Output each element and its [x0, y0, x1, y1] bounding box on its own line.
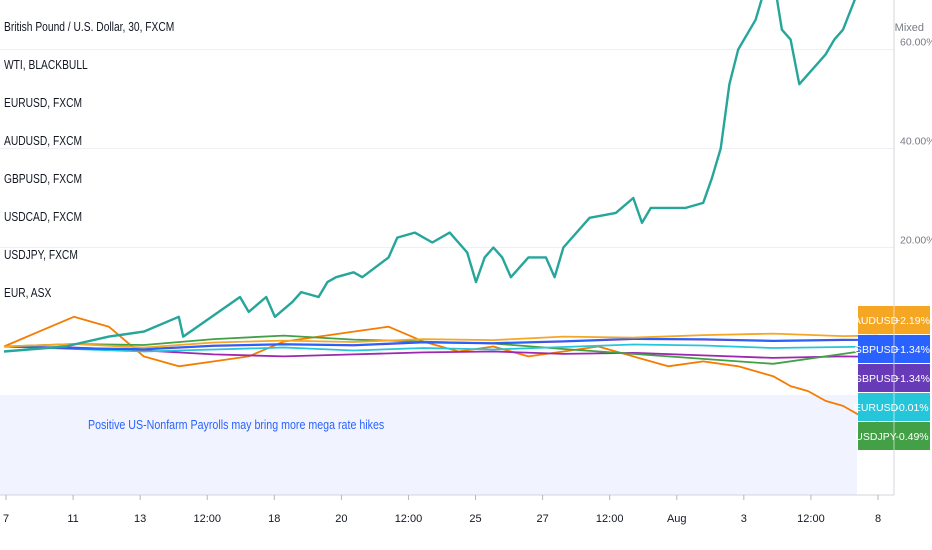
legend-item-eur-asx[interactable]: EUR, ASX — [4, 286, 52, 300]
x-tick-label: 12:00 — [193, 513, 221, 525]
price-tag-name: EURUSD — [854, 402, 899, 414]
price-tag-gbpusd[interactable]: GBPUSD+1.34% — [854, 364, 930, 392]
x-tick-label: 12:00 — [395, 513, 423, 525]
y-tick-label: 60.00% — [900, 37, 932, 49]
price-tag-audusd[interactable]: AUDUSD+2.19% — [854, 306, 930, 334]
legend-item-eurusd[interactable]: EURUSD, FXCM — [4, 96, 83, 110]
price-tag-name: AUDUSD — [854, 315, 899, 327]
price-tag-name: GBPUSD — [854, 373, 899, 385]
legend-item-gbpusd[interactable]: GBPUSD, FXCM — [4, 172, 83, 186]
price-tag-value: +1.34% — [894, 373, 930, 385]
price-tag-gbpusd[interactable]: GBPUSD+1.34% — [854, 335, 930, 363]
series-line-eurusd — [3, 343, 879, 353]
price-tag-usdjpy[interactable]: USDJPY-0.49% — [855, 422, 930, 450]
series-line-gbpusd — [3, 337, 879, 350]
legend-item-audusd[interactable]: AUDUSD, FXCM — [4, 134, 83, 148]
price-tag-value: +1.34% — [894, 344, 930, 356]
y-tick-label: 20.00% — [900, 235, 932, 247]
price-axis[interactable]: 20.00% 40.00% 60.00% — [900, 37, 932, 247]
x-tick-label: 11 — [67, 513, 78, 525]
x-tick-label: 12:00 — [596, 513, 624, 525]
price-tag-name: USDJPY — [855, 431, 896, 443]
price-tag-value: +2.19% — [894, 315, 930, 327]
legend-item-wti[interactable]: WTI, BLACKBULL — [4, 58, 88, 72]
time-axis[interactable]: 7 11 13 12:00 18 20 12:00 25 27 12:00 Aug 3 12:00 8 — [3, 495, 881, 525]
chart-shade — [0, 395, 857, 495]
x-tick-label: 3 — [741, 513, 747, 525]
x-tick-label: 13 — [134, 513, 146, 525]
legend-item-usdjpy[interactable]: USDJPY, FXCM — [4, 248, 78, 262]
x-tick-label: Aug — [667, 513, 687, 525]
scale-mode-label[interactable]: Mixed — [894, 22, 924, 34]
y-tick-label: 40.00% — [900, 136, 932, 148]
chart-annotation: Positive US-Nonfarm Payrolls may bring m… — [88, 417, 385, 432]
grid — [0, 49, 894, 248]
series-line-audusd — [3, 332, 879, 349]
series-line-wti — [3, 315, 879, 422]
x-tick-label: 27 — [536, 513, 548, 525]
x-tick-label: 12:00 — [797, 513, 825, 525]
x-tick-label: 7 — [3, 513, 9, 525]
price-tag-name: GBPUSD — [854, 344, 899, 356]
legend-item-usdcad[interactable]: USDCAD, FXCM — [4, 210, 83, 224]
price-tag-value: -0.49% — [895, 431, 928, 443]
x-tick-label: 8 — [875, 513, 881, 525]
legend-item-main[interactable]: British Pound / U.S. Dollar, 30, FXCM — [4, 20, 175, 34]
series-lines — [3, 0, 879, 422]
x-tick-label: 18 — [268, 513, 280, 525]
price-tag-value: -0.01% — [895, 402, 928, 414]
x-tick-label: 20 — [335, 513, 347, 525]
series-line-eur — [3, 0, 856, 353]
x-tick-label: 25 — [469, 513, 481, 525]
price-labels: EUR+63.93%AUDUSD+2.19%GBPUSD+1.34%GBPUSD… — [854, 306, 930, 450]
price-tag-eurusd[interactable]: EURUSD-0.01% — [854, 393, 930, 421]
